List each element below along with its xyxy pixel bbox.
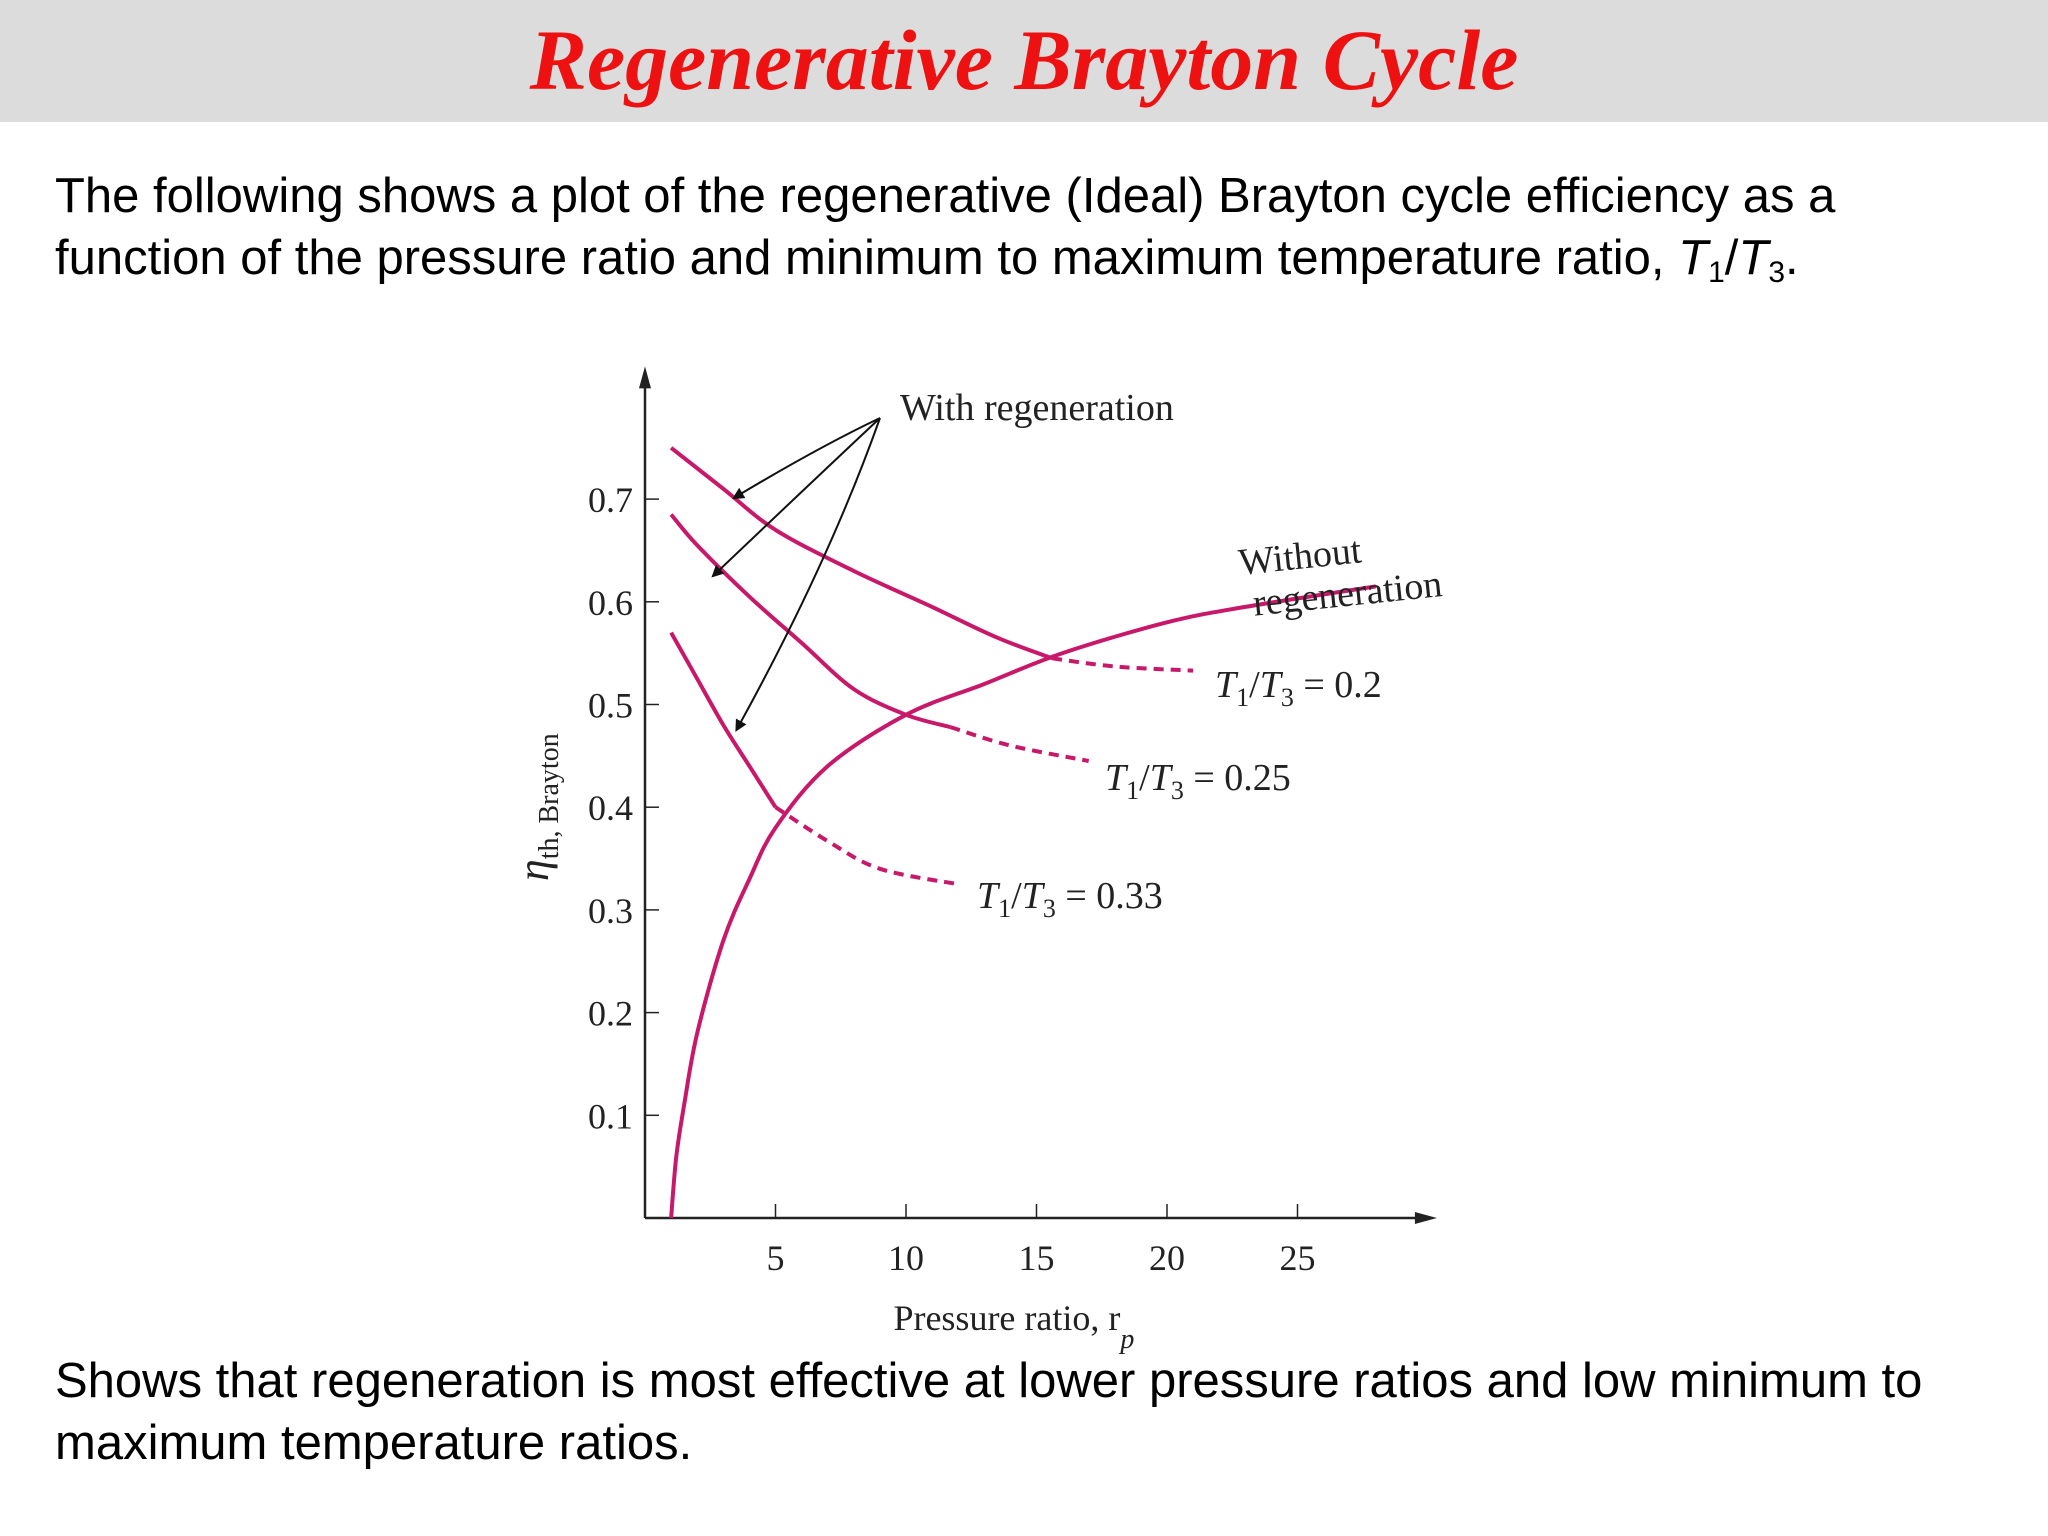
annotation-arrow	[735, 417, 881, 732]
ratio-label-2: T1/T3 = 0.33	[977, 875, 1163, 923]
series-line-t1-t3-0-25	[669, 513, 951, 730]
title-bar: Regenerative Brayton Cycle	[0, 0, 2048, 122]
x-tick-label: 5	[767, 1238, 785, 1278]
y-axis-arrow	[639, 366, 651, 389]
ratio-label-0: T1/T3 = 0.2	[1215, 664, 1382, 712]
x-tick-label: 10	[888, 1238, 924, 1278]
y-tick-label: 0.4	[588, 788, 633, 828]
series-layer	[669, 446, 1377, 1219]
y-tick-label: 0.6	[588, 583, 633, 623]
slide-title: Regenerative Brayton Cycle	[529, 12, 1519, 108]
annotation-with-regeneration: With regeneration	[900, 387, 1174, 429]
x-tick-label: 15	[1019, 1238, 1055, 1278]
x-tick-label: 25	[1280, 1238, 1316, 1278]
series-line-t1-t3-0-2	[669, 446, 1053, 661]
intro-paragraph: The following shows a plot of the regene…	[55, 165, 2015, 289]
x-axis-arrow	[1414, 1212, 1437, 1224]
series-dashed-t1-t3-0-2	[1051, 656, 1194, 673]
intro-ratio-t3: T3	[1738, 231, 1786, 289]
y-tick-label: 0.2	[588, 994, 633, 1034]
series-dashed-t1-t3-0-33	[774, 805, 959, 887]
y-axis-label: ηth, Brayton	[509, 733, 565, 881]
ratio-label-1: T1/T3 = 0.25	[1105, 757, 1291, 805]
y-tick-label: 0.5	[588, 686, 633, 726]
x-tick-label: 20	[1149, 1238, 1185, 1278]
y-tick-label: 0.3	[588, 891, 633, 931]
annotation-arrow	[711, 417, 881, 578]
intro-ratio-t1: T1	[1678, 231, 1725, 289]
y-tick-label: 0.7	[588, 480, 633, 520]
y-tick-label: 0.1	[588, 1096, 633, 1136]
intro-text: The following shows a plot of the regene…	[55, 169, 1836, 285]
intro-ratio-slash: /	[1724, 231, 1739, 285]
conclusion-paragraph: Shows that regeneration is most effectiv…	[55, 1354, 1923, 1470]
series-dashed-t1-t3-0-25	[949, 725, 1090, 763]
x-axis-label: Pressure ratio, rp	[893, 1298, 1134, 1355]
series-line-t1-t3-0-33	[669, 631, 778, 809]
x-axis-label-sub: p	[1118, 1324, 1134, 1355]
y-axis-label-sub: th, Brayton	[534, 733, 565, 859]
series-line-without-regeneration	[669, 584, 1377, 1219]
annotation-arrow	[732, 417, 881, 500]
axes: 5 10 15 20 25 0.1 0.2 0.3 0.4 0.5 0.6 0.7 Pressure r…	[509, 366, 1437, 1355]
intro-end: .	[1785, 231, 1799, 285]
